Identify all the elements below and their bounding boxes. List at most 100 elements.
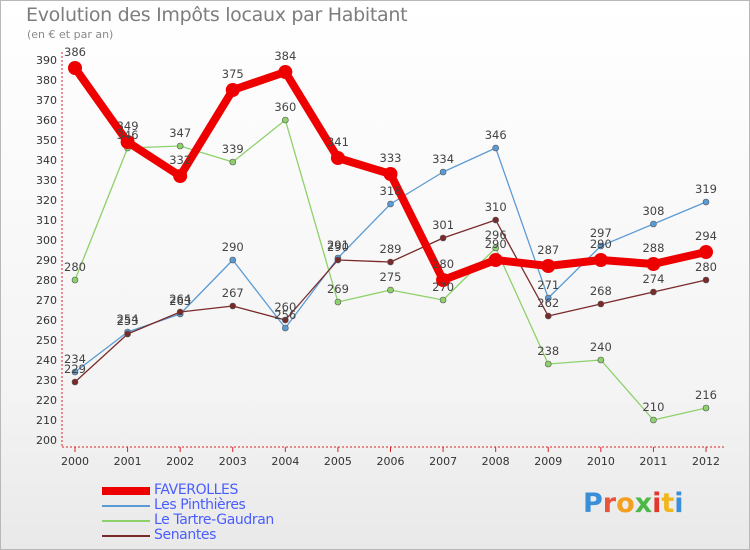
- data-label: 332: [169, 153, 191, 167]
- data-label: 229: [64, 362, 86, 376]
- data-point: [383, 167, 398, 181]
- data-point: [229, 256, 237, 264]
- data-label: 341: [327, 135, 349, 149]
- data-label: 280: [695, 260, 717, 274]
- data-point: [71, 368, 79, 376]
- data-label: 216: [695, 388, 717, 402]
- x-tick-label: 2011: [639, 455, 667, 468]
- data-point: [436, 273, 451, 287]
- x-tick-label: 2010: [587, 455, 615, 468]
- data-point: [229, 302, 237, 310]
- data-point: [650, 416, 657, 424]
- data-label: 270: [432, 280, 454, 294]
- data-point: [387, 258, 394, 266]
- data-label: 275: [380, 270, 402, 284]
- x-tick-label: 2003: [219, 455, 247, 468]
- data-label: 386: [64, 45, 86, 59]
- data-point: [439, 296, 447, 304]
- y-tick-label: 220: [36, 394, 57, 407]
- data-point: [541, 259, 556, 273]
- data-label: 260: [274, 300, 296, 314]
- y-tick-label: 270: [36, 294, 57, 307]
- data-label: 294: [695, 229, 717, 243]
- data-point: [702, 198, 710, 206]
- data-point: [544, 294, 552, 302]
- data-point: [225, 83, 240, 97]
- data-point: [597, 356, 605, 364]
- x-tick-label: 2009: [534, 455, 562, 468]
- proxiti-logo: Proxiti: [583, 488, 684, 519]
- data-point: [593, 253, 608, 267]
- data-point: [488, 253, 503, 267]
- data-label: 280: [64, 260, 86, 274]
- data-point: [702, 276, 710, 284]
- y-tick-label: 340: [36, 154, 57, 167]
- data-point: [282, 316, 289, 324]
- data-label: 267: [222, 286, 244, 300]
- x-tick-label: 2006: [377, 455, 405, 468]
- data-label: 334: [432, 152, 454, 166]
- data-label: 254: [117, 312, 139, 326]
- legend-swatch: [102, 505, 150, 507]
- legend-swatch: [102, 520, 150, 522]
- data-point: [229, 158, 237, 166]
- data-point: [334, 298, 342, 306]
- chart-title: Evolution des Impôts locaux par Habitant: [26, 4, 408, 26]
- data-label: 238: [537, 344, 559, 358]
- data-point: [597, 242, 605, 250]
- data-point: [702, 404, 710, 412]
- y-tick-label: 350: [36, 134, 57, 147]
- data-label: 346: [117, 128, 139, 142]
- data-point: [387, 200, 394, 208]
- data-label: 346: [485, 128, 507, 142]
- data-label: 296: [485, 228, 507, 242]
- data-label: 290: [327, 240, 349, 254]
- legend-label: Les Pinthières: [154, 497, 246, 513]
- data-point: [282, 324, 289, 332]
- data-label: 308: [642, 204, 664, 218]
- legend-swatch: [102, 535, 150, 537]
- data-label: 268: [590, 284, 612, 298]
- data-point: [650, 220, 657, 228]
- data-point: [492, 244, 499, 252]
- data-point: [597, 300, 605, 308]
- data-label: 290: [485, 237, 507, 251]
- data-label: 318: [380, 184, 402, 198]
- data-point: [439, 168, 447, 176]
- y-tick-label: 310: [36, 214, 57, 227]
- data-point: [334, 256, 342, 264]
- y-tick-label: 360: [36, 114, 57, 127]
- y-tick-label: 390: [36, 54, 57, 67]
- data-label: 290: [590, 237, 612, 251]
- data-label: 271: [537, 278, 559, 292]
- data-label: 262: [537, 296, 559, 310]
- legend-label: FAVEROLLES: [154, 482, 238, 498]
- data-point: [330, 151, 345, 165]
- data-label: 280: [432, 257, 454, 271]
- x-tick-label: 2004: [271, 455, 299, 468]
- data-point: [68, 61, 82, 75]
- data-point: [120, 135, 135, 149]
- y-tick-label: 260: [36, 314, 57, 327]
- data-point: [439, 234, 447, 242]
- y-tick-label: 210: [36, 414, 57, 427]
- data-point: [282, 116, 289, 124]
- y-tick-label: 280: [36, 274, 57, 287]
- y-tick-label: 250: [36, 334, 57, 347]
- data-label: 290: [222, 240, 244, 254]
- data-point: [650, 288, 657, 296]
- data-label: 297: [590, 226, 612, 240]
- data-label: 234: [64, 352, 86, 366]
- data-label: 319: [695, 182, 717, 196]
- data-label: 360: [274, 100, 296, 114]
- data-label: 269: [327, 282, 349, 296]
- data-label: 264: [169, 292, 191, 306]
- data-label: 291: [327, 238, 349, 252]
- x-tick-label: 2005: [324, 455, 352, 468]
- legend-swatch: [102, 487, 150, 495]
- data-point: [544, 312, 552, 320]
- data-label: 301: [432, 218, 454, 232]
- y-tick-label: 200: [36, 434, 57, 447]
- data-point: [387, 286, 394, 294]
- data-point: [646, 257, 661, 271]
